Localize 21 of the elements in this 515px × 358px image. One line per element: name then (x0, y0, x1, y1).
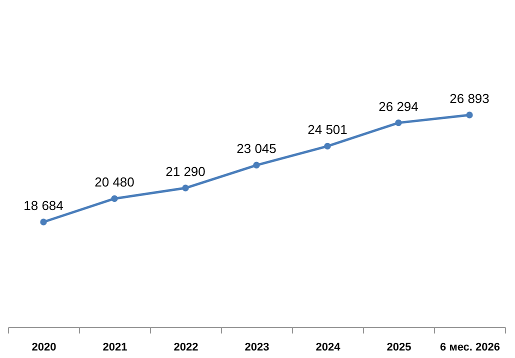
data-label: 26 893 (450, 91, 490, 106)
x-tick-label: 2022 (174, 342, 198, 354)
point (395, 119, 402, 126)
x-tick-label: 6 мес. 2026 (440, 342, 500, 354)
x-tick-label: 2020 (32, 342, 56, 354)
x-tick-label: 2024 (316, 342, 342, 354)
data-label: 21 290 (166, 164, 206, 180)
data-label: 20 480 (94, 174, 134, 190)
point (466, 112, 473, 118)
point (253, 162, 260, 169)
point (324, 142, 331, 150)
x-tick-label: 2025 (386, 342, 412, 354)
point (40, 218, 47, 226)
data-label: 24 501 (308, 122, 348, 138)
data-label: 23 045 (236, 141, 276, 156)
x-tick-label: 2021 (102, 342, 128, 354)
point (111, 195, 118, 202)
data-label: 18 684 (24, 198, 64, 213)
point (182, 184, 189, 192)
x-tick-label: 2023 (244, 342, 270, 354)
data-label: 26 294 (378, 98, 418, 114)
